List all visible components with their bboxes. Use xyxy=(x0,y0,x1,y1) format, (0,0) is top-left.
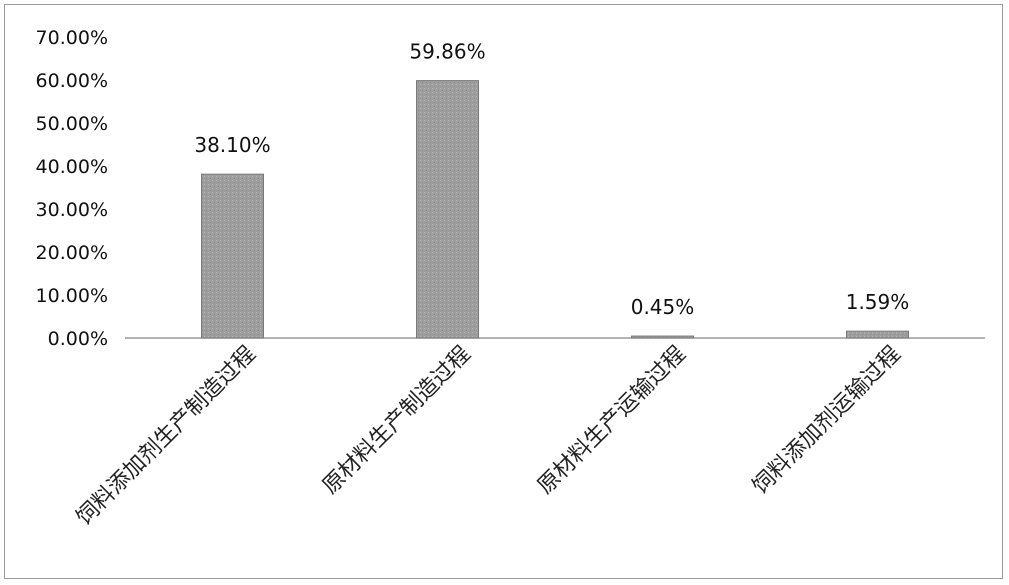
data-label: 1.59% xyxy=(846,290,910,314)
y-tick-label: 20.00% xyxy=(36,242,108,264)
data-label: 0.45% xyxy=(631,295,695,319)
data-label: 38.10% xyxy=(194,133,270,157)
category-label: 饲料添加剂运输过程 xyxy=(748,342,906,500)
y-tick-label: 40.00% xyxy=(36,156,108,178)
chart-frame xyxy=(4,4,1003,579)
category-label: 原材料生产制造过程 xyxy=(318,342,476,500)
category-label: 原材料生产运输过程 xyxy=(533,342,691,500)
y-tick-label: 60.00% xyxy=(36,70,108,92)
data-label: 59.86% xyxy=(409,40,485,64)
y-tick-label: 30.00% xyxy=(36,199,108,221)
y-tick-label: 0.00% xyxy=(48,328,108,350)
y-tick-label: 70.00% xyxy=(36,27,108,49)
bar xyxy=(416,80,479,339)
bar xyxy=(201,173,264,339)
bar xyxy=(846,330,909,339)
bar xyxy=(631,335,694,339)
category-label: 饲料添加剂生产制造过程 xyxy=(72,342,261,531)
y-tick-label: 10.00% xyxy=(36,285,108,307)
y-tick-label: 50.00% xyxy=(36,113,108,135)
